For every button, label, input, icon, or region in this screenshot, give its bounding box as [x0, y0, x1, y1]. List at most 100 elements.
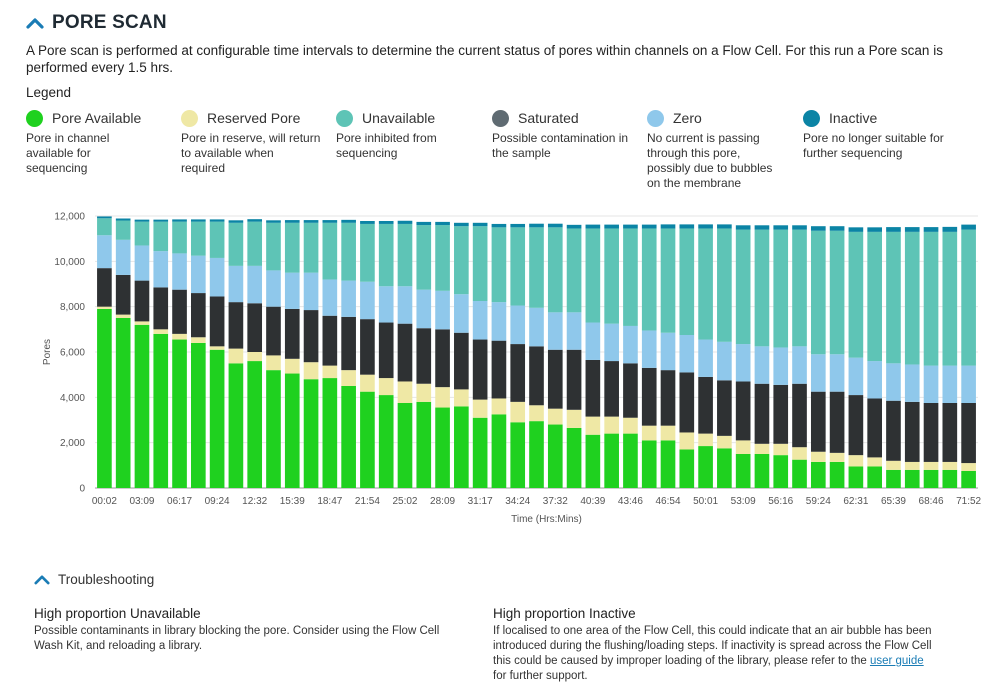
bar-segment[interactable] [378, 378, 394, 396]
bar-segment[interactable] [266, 222, 281, 271]
bar-segment[interactable] [961, 229, 976, 366]
bar-segment[interactable] [472, 399, 488, 418]
bar-segment[interactable] [97, 216, 112, 219]
bar-segment[interactable] [416, 401, 432, 488]
bar-segment[interactable] [547, 408, 563, 425]
bar-segment[interactable] [454, 332, 469, 390]
bar-segment[interactable] [810, 461, 826, 488]
bar-segment[interactable] [829, 226, 845, 231]
bar-segment[interactable] [679, 335, 695, 373]
bar-segment[interactable] [472, 226, 488, 301]
bar-segment[interactable] [773, 229, 789, 348]
bar-segment[interactable] [435, 407, 450, 488]
bar-segment[interactable] [641, 440, 657, 488]
bar-segment[interactable] [209, 257, 225, 297]
bar-segment[interactable] [172, 289, 187, 334]
bar-segment[interactable] [435, 221, 450, 226]
bar-segment[interactable] [867, 466, 882, 488]
chevron-up-icon[interactable] [26, 17, 44, 29]
bar-segment[interactable] [679, 449, 695, 488]
bar-segment[interactable] [378, 223, 394, 287]
bar-segment[interactable] [735, 454, 751, 488]
bar-segment[interactable] [360, 281, 375, 320]
bar-segment[interactable] [303, 379, 319, 488]
bar-segment[interactable] [228, 265, 244, 303]
bar-segment[interactable] [360, 374, 375, 392]
bar-segment[interactable] [454, 222, 469, 227]
bar-segment[interactable] [416, 289, 432, 329]
bar-segment[interactable] [792, 229, 807, 347]
bar-segment[interactable] [435, 225, 450, 291]
bar-segment[interactable] [284, 358, 300, 374]
bar-segment[interactable] [134, 321, 150, 325]
bar-segment[interactable] [510, 422, 526, 488]
bar-segment[interactable] [698, 446, 713, 488]
bar-segment[interactable] [773, 455, 789, 488]
bar-segment[interactable] [942, 469, 958, 488]
bar-segment[interactable] [547, 223, 563, 228]
bar-segment[interactable] [604, 228, 619, 324]
bar-segment[interactable] [679, 432, 695, 450]
bar-segment[interactable] [810, 391, 826, 452]
bar-segment[interactable] [717, 228, 732, 342]
bar-segment[interactable] [209, 296, 225, 347]
bar-segment[interactable] [848, 227, 864, 232]
bar-segment[interactable] [810, 354, 826, 392]
bar-segment[interactable] [585, 359, 601, 417]
bar-segment[interactable] [341, 219, 356, 223]
bar-segment[interactable] [904, 364, 920, 402]
user-guide-link[interactable]: user guide [869, 655, 924, 667]
bar-segment[interactable] [115, 239, 131, 275]
bar-segment[interactable] [792, 346, 807, 384]
bar-segment[interactable] [322, 315, 338, 366]
bar-segment[interactable] [153, 333, 169, 488]
bar-segment[interactable] [529, 346, 544, 406]
bar-segment[interactable] [904, 231, 920, 365]
bar-segment[interactable] [604, 224, 619, 229]
bar-segment[interactable] [191, 342, 206, 488]
bar-segment[interactable] [904, 461, 920, 470]
bar-segment[interactable] [754, 443, 770, 454]
bar-segment[interactable] [435, 329, 450, 388]
bar-segment[interactable] [322, 220, 338, 223]
bar-segment[interactable] [604, 361, 619, 417]
bar-segment[interactable] [435, 290, 450, 330]
bar-segment[interactable] [360, 220, 375, 224]
bar-segment[interactable] [698, 433, 713, 447]
bar-segment[interactable] [322, 279, 338, 316]
bar-segment[interactable] [228, 302, 244, 349]
bar-segment[interactable] [115, 218, 131, 221]
bar-segment[interactable] [754, 229, 770, 347]
bar-segment[interactable] [191, 293, 206, 338]
bar-segment[interactable] [134, 324, 150, 488]
bar-segment[interactable] [172, 333, 187, 340]
bar-segment[interactable] [491, 340, 507, 399]
bar-segment[interactable] [172, 221, 187, 254]
bar-segment[interactable] [191, 255, 206, 294]
bar-segment[interactable] [97, 306, 112, 309]
section-header[interactable]: PORE SCAN [26, 12, 167, 34]
bar-segment[interactable] [322, 222, 338, 280]
bar-segment[interactable] [829, 230, 845, 355]
bar-segment[interactable] [547, 424, 563, 488]
bar-segment[interactable] [886, 469, 901, 488]
bar-segment[interactable] [247, 352, 263, 362]
bar-segment[interactable] [735, 344, 751, 382]
bar-segment[interactable] [735, 440, 751, 454]
bar-segment[interactable] [547, 349, 563, 409]
bar-segment[interactable] [454, 389, 469, 407]
bar-segment[interactable] [510, 344, 526, 402]
bar-segment[interactable] [378, 322, 394, 379]
bar-segment[interactable] [773, 443, 789, 456]
bar-segment[interactable] [266, 270, 281, 307]
bar-segment[interactable] [228, 348, 244, 364]
bar-segment[interactable] [228, 363, 244, 488]
bar-segment[interactable] [754, 346, 770, 384]
bar-segment[interactable] [454, 226, 469, 295]
bar-segment[interactable] [717, 435, 732, 449]
bar-segment[interactable] [904, 227, 920, 232]
bar-segment[interactable] [397, 286, 413, 324]
bar-segment[interactable] [115, 318, 131, 488]
bar-segment[interactable] [810, 230, 826, 355]
bar-segment[interactable] [754, 225, 770, 230]
